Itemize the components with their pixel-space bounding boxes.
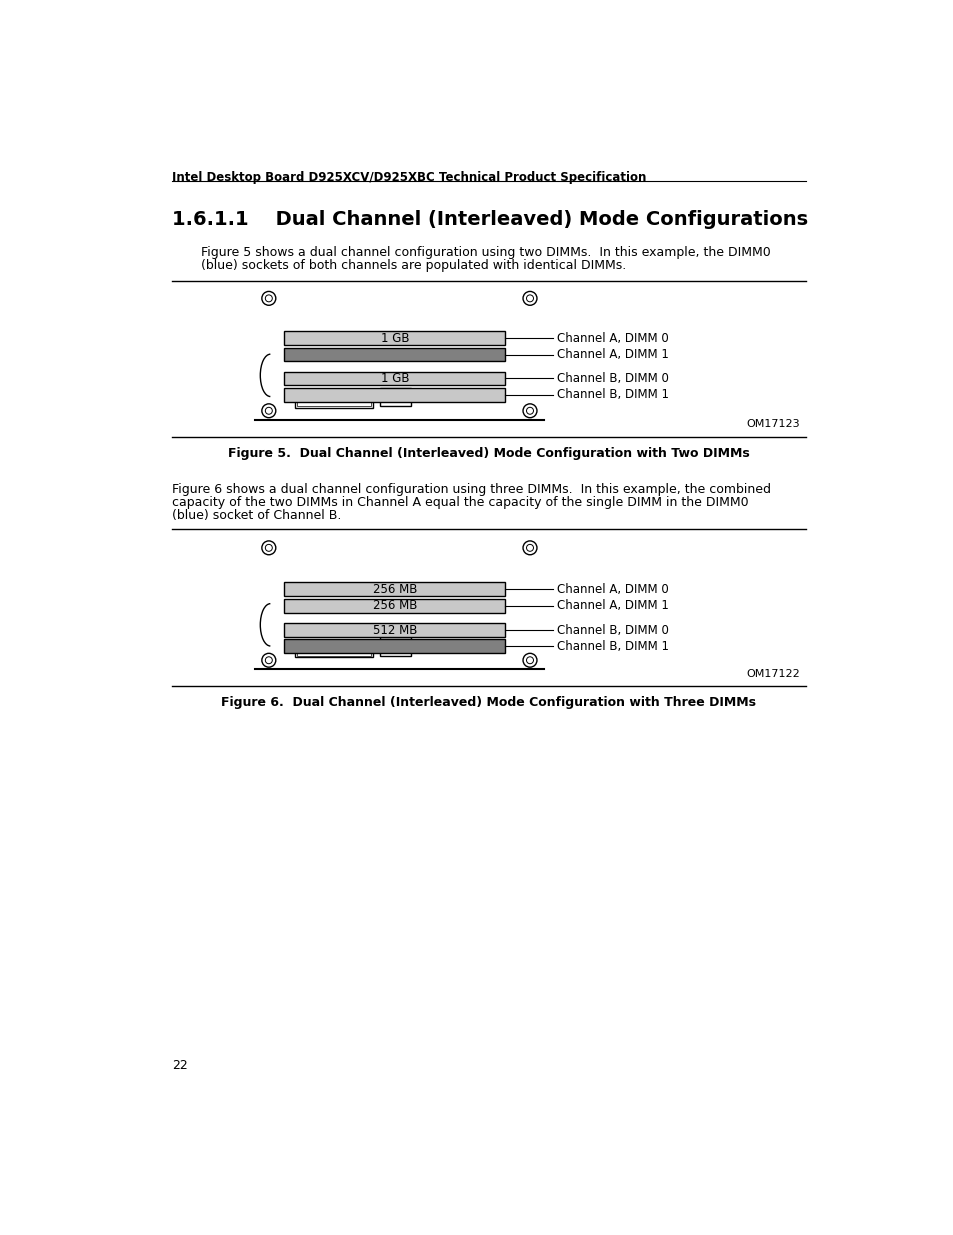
Text: Figure 5.  Dual Channel (Interleaved) Mode Configuration with Two DIMMs: Figure 5. Dual Channel (Interleaved) Mod… — [228, 447, 749, 459]
Text: Channel A, DIMM 1: Channel A, DIMM 1 — [557, 599, 668, 613]
Bar — [294, 393, 373, 408]
Text: Intel Desktop Board D925XCV/D925XBC Technical Product Specification: Intel Desktop Board D925XCV/D925XBC Tech… — [172, 172, 645, 184]
Bar — [284, 583, 505, 597]
Text: 512 MB: 512 MB — [373, 624, 416, 637]
Bar — [284, 624, 505, 637]
Text: Channel B, DIMM 0: Channel B, DIMM 0 — [557, 372, 668, 385]
Bar — [284, 599, 505, 613]
Bar — [284, 372, 505, 385]
Text: Channel A, DIMM 1: Channel A, DIMM 1 — [557, 348, 668, 361]
Text: 256 MB: 256 MB — [373, 583, 416, 597]
Text: Channel B, DIMM 1: Channel B, DIMM 1 — [557, 640, 668, 653]
Text: Channel B, DIMM 0: Channel B, DIMM 0 — [557, 624, 668, 637]
Text: Figure 5 shows a dual channel configuration using two DIMMs.  In this example, t: Figure 5 shows a dual channel configurat… — [200, 246, 770, 259]
Text: Channel A, DIMM 0: Channel A, DIMM 0 — [557, 583, 668, 597]
Text: 1 GB: 1 GB — [380, 372, 409, 385]
Text: 256 MB: 256 MB — [373, 599, 416, 613]
Text: OM17122: OM17122 — [745, 668, 799, 679]
Text: 1.6.1.1    Dual Channel (Interleaved) Mode Configurations: 1.6.1.1 Dual Channel (Interleaved) Mode … — [172, 210, 807, 228]
Bar — [380, 388, 411, 406]
Text: Channel A, DIMM 0: Channel A, DIMM 0 — [557, 332, 668, 345]
Bar — [294, 642, 373, 657]
Bar — [380, 637, 411, 656]
Text: Figure 6 shows a dual channel configuration using three DIMMs.  In this example,: Figure 6 shows a dual channel configurat… — [172, 483, 770, 496]
Text: Figure 6.  Dual Channel (Interleaved) Mode Configuration with Three DIMMs: Figure 6. Dual Channel (Interleaved) Mod… — [221, 697, 756, 709]
Text: (blue) sockets of both channels are populated with identical DIMMs.: (blue) sockets of both channels are popu… — [200, 259, 625, 272]
Text: capacity of the two DIMMs in Channel A equal the capacity of the single DIMM in : capacity of the two DIMMs in Channel A e… — [172, 496, 748, 509]
Text: (blue) socket of Channel B.: (blue) socket of Channel B. — [172, 509, 341, 522]
Bar — [296, 643, 371, 656]
Bar — [284, 388, 505, 401]
Bar — [296, 394, 371, 406]
Bar — [284, 331, 505, 346]
Text: OM17123: OM17123 — [745, 419, 799, 430]
Text: 22: 22 — [172, 1060, 188, 1072]
Bar — [284, 640, 505, 653]
Text: Channel B, DIMM 1: Channel B, DIMM 1 — [557, 388, 668, 401]
Bar — [284, 347, 505, 362]
Text: 1 GB: 1 GB — [380, 332, 409, 345]
